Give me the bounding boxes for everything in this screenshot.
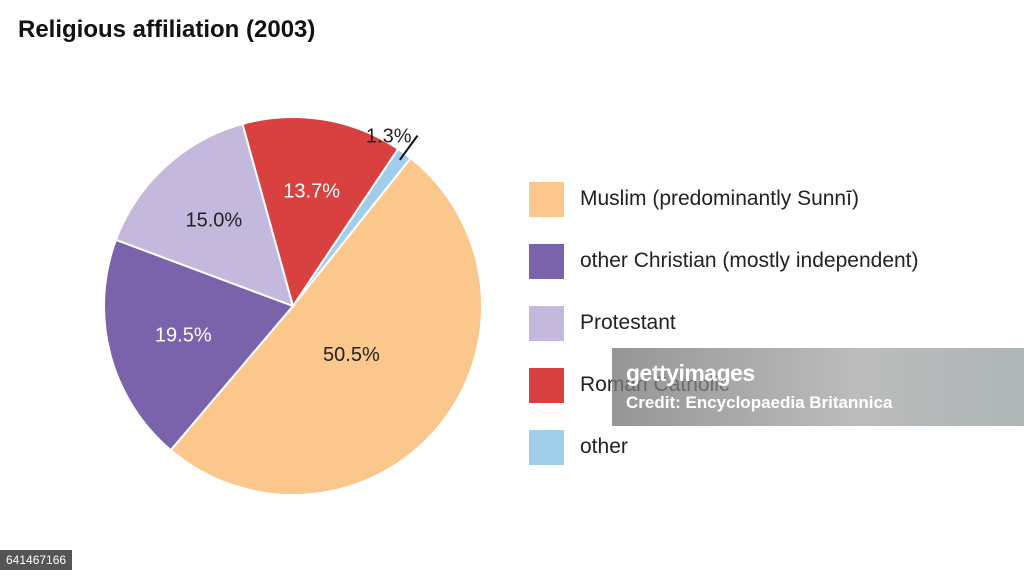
slice-label: 19.5%	[155, 325, 212, 347]
watermark-brand: gettyimages	[626, 360, 755, 386]
legend-label: other	[580, 435, 628, 458]
slice-label: 15.0%	[185, 210, 242, 232]
legend: Muslim (predominantly Sunnī) other Christ…	[529, 168, 919, 478]
pie-slice	[169, 156, 484, 496]
legend-item: other Christian (mostly independent)	[529, 230, 919, 292]
slice-label: 50.5%	[323, 344, 380, 366]
pie-slice	[241, 116, 400, 309]
legend-swatch	[529, 243, 564, 279]
legend-label: Muslim (predominantly Sunnī)	[580, 187, 859, 210]
callout-line	[398, 135, 419, 161]
watermark: gettyimages Credit: Encyclopaedia Britan…	[612, 348, 1024, 426]
legend-swatch	[529, 305, 564, 341]
chart-title: Religious affiliation (2003)	[18, 16, 316, 43]
legend-item: Protestant	[529, 292, 919, 354]
legend-swatch	[529, 429, 564, 465]
slice-label: 1.3%	[366, 126, 412, 148]
image-id-badge: 641467166	[0, 550, 73, 570]
legend-label: other Christian (mostly independent)	[580, 249, 919, 272]
legend-item: other	[529, 416, 919, 478]
slice-label: 13.7%	[283, 180, 340, 202]
legend-swatch	[529, 367, 564, 403]
legend-label: Protestant	[580, 311, 676, 334]
legend-item: Muslim (predominantly Sunnī)	[529, 168, 919, 230]
pie-slice	[114, 122, 295, 308]
pie-slice	[103, 238, 295, 452]
watermark-credit: Credit: Encyclopaedia Britannica	[626, 393, 893, 412]
legend-swatch	[529, 181, 564, 217]
